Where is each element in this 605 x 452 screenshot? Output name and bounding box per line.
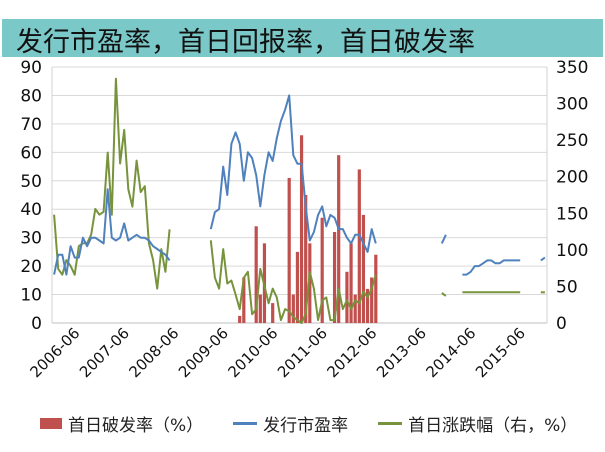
- x-tick-label: 2008-06: [125, 324, 182, 381]
- left-tick-label: 60: [20, 143, 42, 163]
- x-tick-label: 2007-06: [76, 324, 133, 381]
- right-tick-label: 200: [556, 168, 588, 188]
- legend-swatch-line: [378, 422, 403, 425]
- bar: [365, 288, 370, 323]
- bar: [374, 254, 378, 323]
- right-tick-label: 100: [556, 241, 588, 261]
- left-tick-label: 30: [20, 229, 42, 249]
- x-tick-label: 2009-06: [175, 324, 232, 381]
- legend-item-pe: 发行市盈率: [233, 411, 348, 436]
- legend-item-breakrate: 首日破发率（%）: [40, 411, 203, 436]
- legend-swatch-line: [233, 422, 258, 425]
- bar: [320, 217, 324, 323]
- x-tick-label: 2015-06: [472, 324, 529, 381]
- bar: [242, 277, 246, 323]
- first-day-return-line: [441, 292, 447, 297]
- bar: [304, 195, 308, 323]
- bar: [308, 243, 312, 323]
- left-tick-label: 20: [20, 257, 42, 277]
- bar: [370, 277, 374, 323]
- legend-label: 首日涨跌幅（右，%）: [408, 416, 578, 436]
- bar: [291, 294, 295, 323]
- right-tick-label: 350: [556, 58, 588, 78]
- left-tick-label: 80: [20, 86, 42, 106]
- bar: [345, 271, 349, 323]
- right-tick-label: 300: [556, 95, 588, 115]
- right-tick-label: 50: [556, 277, 578, 297]
- right-tick-label: 0: [556, 314, 567, 334]
- legend-item-return: 首日涨跌幅（右，%）: [378, 411, 577, 436]
- legend-swatch-bar: [40, 418, 62, 429]
- bar: [332, 231, 337, 323]
- bar: [254, 226, 258, 323]
- bar: [349, 243, 353, 323]
- issue-pe-line: [540, 256, 546, 262]
- legend-label: 首日破发率（%）: [68, 416, 204, 436]
- x-tick-label: 2010-06: [224, 324, 281, 381]
- bar: [271, 303, 275, 323]
- bar: [295, 251, 300, 323]
- bar: [357, 169, 361, 323]
- right-tick-label: 150: [556, 204, 588, 224]
- left-tick-label: 10: [20, 286, 42, 306]
- first-day-return-line: [53, 77, 171, 290]
- issue-pe-line: [462, 259, 521, 276]
- first-day-return-line: [209, 240, 377, 324]
- x-tick-label: 2011-06: [274, 324, 331, 381]
- left-tick-label: 40: [20, 200, 42, 220]
- bar: [258, 294, 262, 323]
- x-tick-label: 2012-06: [323, 324, 380, 381]
- issue-pe-line: [209, 94, 377, 253]
- x-tick-label: 2013-06: [373, 324, 430, 381]
- bar: [361, 214, 366, 323]
- bar: [299, 135, 304, 323]
- title-banner: 发行市盈率，首日回报率，首日破发率: [2, 19, 603, 58]
- left-tick-label: 90: [20, 58, 42, 78]
- left-tick-label: 70: [20, 115, 42, 135]
- chart-title: 发行市盈率，首日回报率，首日破发率: [16, 27, 475, 58]
- issue-pe-line: [53, 188, 171, 276]
- right-tick-label: 250: [556, 131, 588, 151]
- bar: [337, 155, 341, 323]
- bar: [287, 177, 291, 323]
- left-tick-label: 0: [31, 314, 42, 334]
- bar: [238, 315, 242, 323]
- issue-pe-line: [440, 234, 447, 244]
- legend: 首日破发率（%） 发行市盈率 首日涨跌幅（右，%）: [40, 411, 577, 436]
- x-tick-label: 2014-06: [422, 324, 479, 381]
- left-tick-label: 50: [20, 172, 42, 192]
- bar: [353, 294, 357, 323]
- legend-label: 发行市盈率: [263, 416, 349, 436]
